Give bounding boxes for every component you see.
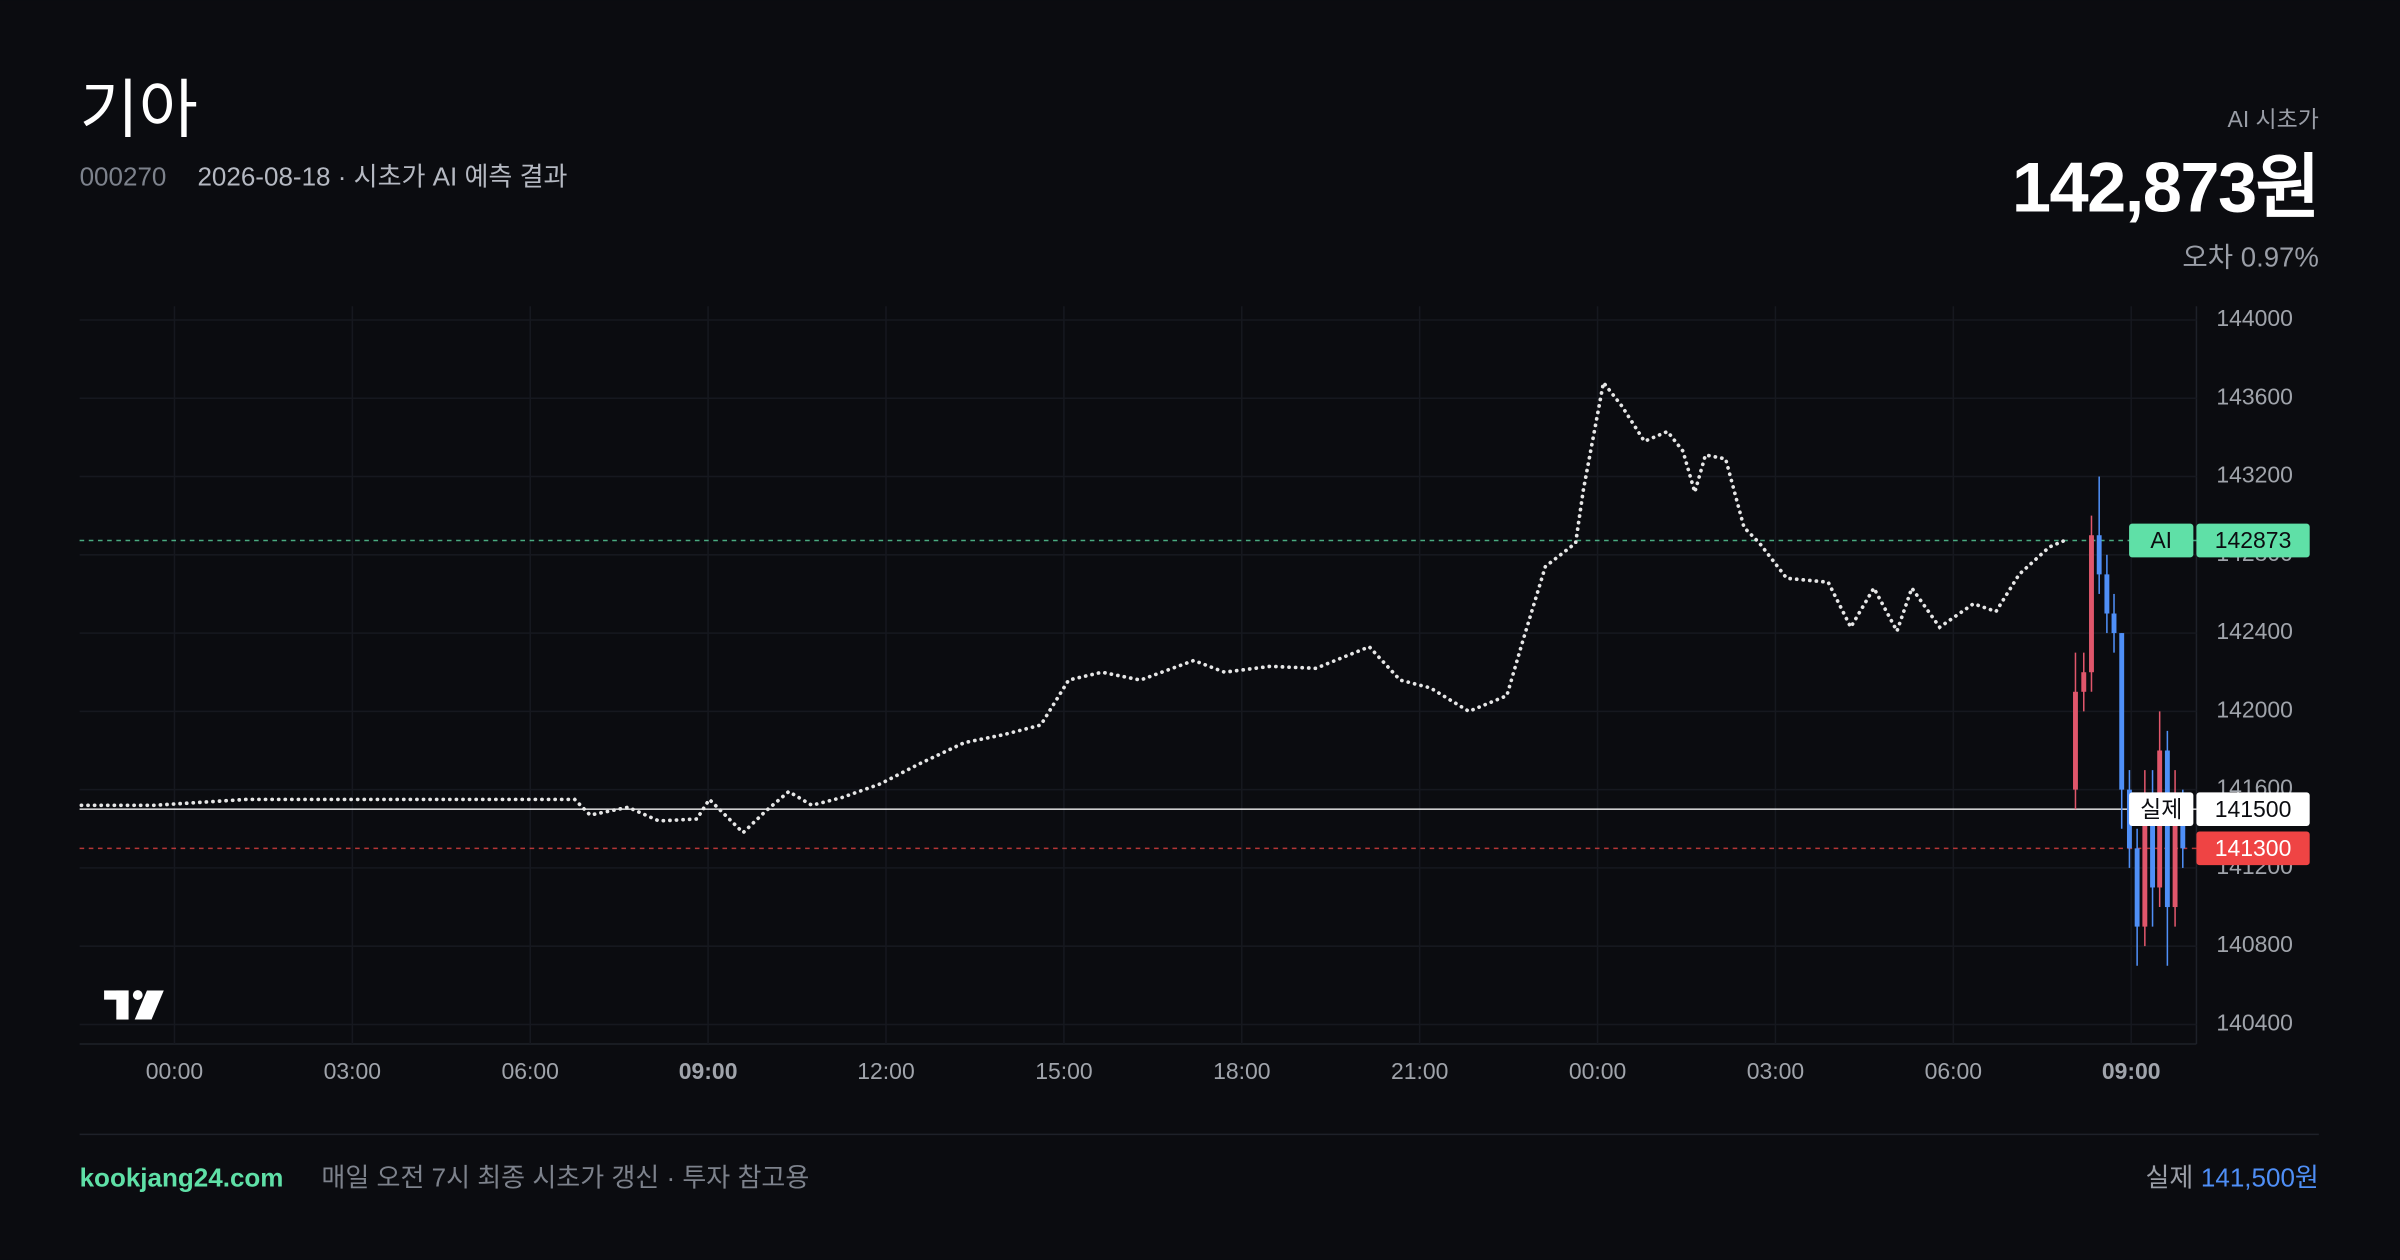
- price-badge-value: 142873: [2215, 527, 2292, 553]
- y-tick-label: 143600: [2216, 383, 2293, 409]
- stock-name: 기아: [80, 74, 198, 146]
- actual-value: 141,500원: [2201, 1162, 2319, 1192]
- x-tick-label: 06:00: [502, 1058, 559, 1084]
- site-link[interactable]: kookjang24.com: [80, 1162, 284, 1192]
- y-tick-label: 144000: [2216, 305, 2293, 331]
- forecast-label: AI 시초가: [2228, 106, 2319, 132]
- x-tick-label: 00:00: [146, 1058, 203, 1084]
- candle-body: [2081, 672, 2087, 692]
- price-badge-value: 141300: [2215, 835, 2292, 861]
- candle-body: [2164, 750, 2170, 908]
- tradingview-logo: [104, 990, 164, 1020]
- x-tick-label: 03:00: [324, 1058, 381, 1084]
- error-rate: 오차 0.97%: [2182, 241, 2318, 272]
- x-tick-label: 12:00: [857, 1058, 914, 1084]
- candle-body: [2180, 809, 2186, 849]
- x-tick-label: 18:00: [1213, 1058, 1270, 1084]
- x-tick-label: 06:00: [1925, 1058, 1982, 1084]
- price-badge: [2196, 792, 2310, 827]
- candle-body: [2119, 633, 2125, 790]
- x-tick-label: 09:00: [2102, 1058, 2161, 1084]
- x-tick-label: 09:00: [679, 1058, 738, 1084]
- candle-body: [2134, 848, 2140, 927]
- candle-body: [2172, 809, 2178, 908]
- x-tick-label: 15:00: [1035, 1058, 1092, 1084]
- forecast-value: 142,873원: [2012, 147, 2319, 226]
- y-tick-label: 140800: [2216, 931, 2293, 957]
- y-tick-label: 143200: [2216, 462, 2293, 488]
- candle-body: [2104, 574, 2110, 614]
- footer-note: 매일 오전 7시 최종 시초가 갱신 · 투자 참고용: [321, 1162, 809, 1192]
- label-badge: [2129, 792, 2194, 827]
- label-badge: [2129, 523, 2194, 558]
- subtitle: 2026-08-18 · 시초가 AI 예측 결과: [197, 161, 567, 191]
- candle-body: [2150, 809, 2155, 888]
- chart: 1404001408001412001416001420001424001428…: [79, 305, 2310, 1084]
- y-tick-label: 142400: [2216, 618, 2293, 644]
- label-badge-text: 실제: [2140, 796, 2182, 822]
- y-tick-label: 140400: [2216, 1010, 2293, 1036]
- price-badge: [2196, 523, 2310, 558]
- x-tick-label: 21:00: [1391, 1058, 1448, 1084]
- candle-body: [2073, 691, 2078, 790]
- candle-body: [2096, 535, 2102, 575]
- price-line: [79, 378, 2070, 836]
- actual-label: 실제: [2145, 1162, 2193, 1192]
- label-badge-text: AI: [2150, 527, 2172, 553]
- candle-body: [2111, 613, 2117, 634]
- stock-code: 000270: [80, 161, 167, 191]
- y-tick-label: 142000: [2216, 696, 2293, 722]
- x-tick-label: 00:00: [1569, 1058, 1626, 1084]
- x-tick-label: 03:00: [1747, 1058, 1804, 1084]
- price-badge-value: 141500: [2215, 796, 2292, 822]
- price-badge: [2196, 831, 2310, 866]
- candle-body: [2089, 535, 2094, 673]
- candle-body: [2142, 809, 2148, 927]
